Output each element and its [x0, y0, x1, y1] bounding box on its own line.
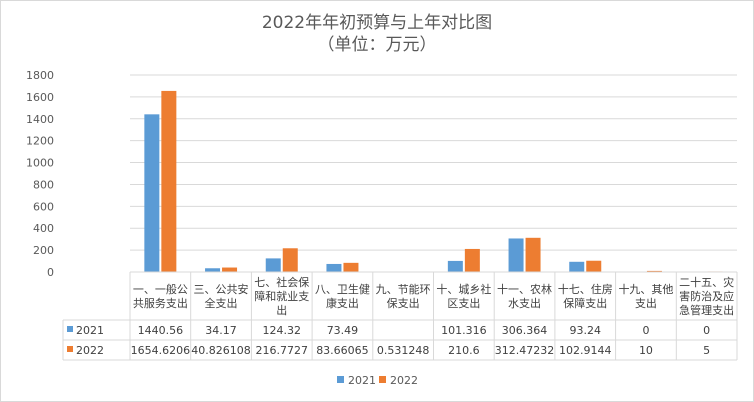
bar-2021-3	[265, 258, 281, 272]
bar-2022-3	[282, 248, 298, 272]
chart-subtitle: （单位：万元）	[318, 35, 437, 55]
data-cell: 0	[703, 324, 710, 337]
y-axis: 0 200 400 600 800 1000 1200 1400 1600 1800	[26, 69, 54, 279]
chart-title: 2022年年初预算与上年对比图	[262, 13, 492, 33]
series-row-label: 2021	[76, 324, 104, 337]
data-cell: 102.9144	[559, 344, 612, 357]
data-cell: 40.826108	[191, 344, 251, 357]
category-label: 保支出	[387, 296, 420, 310]
y-tick-label: 400	[33, 222, 54, 235]
category-label: 障和就业支	[254, 289, 309, 303]
y-tick-label: 1000	[26, 157, 54, 170]
series-key-2021	[67, 326, 73, 332]
legend-label-2021: 2021	[348, 374, 376, 387]
y-tick-label: 1400	[26, 113, 54, 126]
category-label: 康支出	[326, 296, 359, 310]
bar-2021-2	[205, 268, 221, 272]
category-label: 七、社会保	[254, 275, 309, 289]
y-tick-label: 1200	[26, 135, 54, 148]
category-label: 十、城乡社	[436, 282, 491, 296]
data-cell: 312.47232	[495, 344, 555, 357]
y-tick-label: 1800	[26, 69, 54, 82]
category-label: 三、公共安	[194, 282, 249, 296]
y-tick-label: 0	[47, 266, 54, 279]
category-label: 十七、住房	[558, 282, 613, 296]
data-cell: 83.66065	[316, 344, 369, 357]
category-label: 保障支出	[563, 296, 607, 310]
data-cell: 5	[703, 344, 710, 357]
category-label: 一、一般公	[133, 283, 188, 296]
bars	[144, 90, 723, 272]
y-tick-label: 200	[33, 244, 54, 257]
y-tick-label: 600	[33, 200, 54, 213]
category-label: 水支出	[508, 296, 541, 310]
bar-2021-8	[569, 261, 585, 272]
bar-2022-7	[525, 237, 541, 272]
data-cell: 216.7727	[256, 344, 309, 357]
category-label: 二十五、灾	[679, 275, 734, 289]
category-label: 害防治及应	[679, 289, 734, 303]
gridlines	[130, 74, 737, 251]
bar-2021-7	[508, 238, 524, 272]
data-cell: 73.49	[327, 324, 359, 337]
data-cell: 210.6	[448, 344, 480, 357]
category-label: 十一、农林	[497, 282, 552, 296]
category-label: 全支出	[205, 296, 238, 310]
series-key-2022	[67, 346, 73, 352]
data-cell: 0	[642, 324, 649, 337]
y-tick-label: 800	[33, 178, 54, 191]
category-label: 支出	[635, 296, 657, 310]
bar-2021-6	[447, 260, 463, 272]
data-cell: 306.364	[502, 324, 548, 337]
legend-label-2022: 2022	[390, 374, 418, 387]
bar-2022-8	[586, 260, 602, 272]
data-cell: 124.32	[263, 324, 302, 337]
bar-2022-9	[646, 270, 662, 272]
data-cell: 0.531248	[377, 344, 430, 357]
series-row-label: 2022	[76, 344, 104, 357]
legend: 2021 2022	[337, 374, 418, 387]
bar-2022-1	[161, 90, 177, 272]
data-cell: 1440.56	[138, 324, 184, 337]
category-label: 区支出	[447, 296, 480, 310]
data-cell: 34.17	[205, 324, 237, 337]
bar-2021-4	[326, 263, 342, 272]
data-cell: 1654.6206	[131, 344, 191, 357]
category-label: 出	[276, 303, 287, 317]
category-label: 九、节能环	[376, 282, 431, 296]
bar-2022-6	[464, 248, 480, 272]
category-label: 急管理支出	[679, 303, 734, 317]
bar-2022-4	[343, 262, 359, 272]
bar-2022-2	[222, 267, 238, 272]
y-tick-label: 1600	[26, 91, 54, 104]
data-cell: 101.316	[441, 324, 487, 337]
category-label: 共服务支出	[133, 296, 188, 310]
legend-swatch-2021	[337, 376, 344, 383]
data-cell: 10	[639, 344, 653, 357]
legend-swatch-2022	[379, 376, 386, 383]
data-cell: 93.24	[570, 324, 602, 337]
category-label: 十九、其他	[618, 282, 673, 296]
bar-2021-1	[144, 114, 160, 272]
category-label: 八、卫生健	[315, 282, 370, 296]
